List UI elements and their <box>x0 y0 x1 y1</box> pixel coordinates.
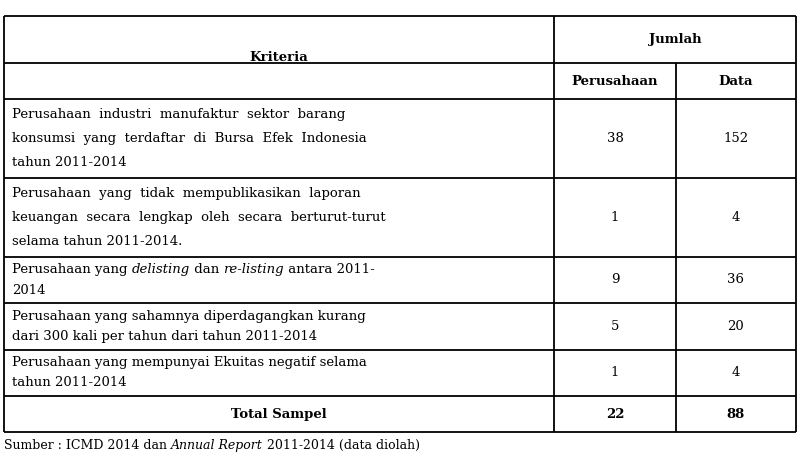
Text: 4: 4 <box>732 366 740 379</box>
Text: Perusahaan  yang  tidak  mempublikasikan  laporan: Perusahaan yang tidak mempublikasikan la… <box>12 187 361 200</box>
Text: Perusahaan yang mempunyai Ekuitas negatif selama: Perusahaan yang mempunyai Ekuitas negati… <box>12 356 367 369</box>
Text: Total Sampel: Total Sampel <box>231 408 327 421</box>
Text: 38: 38 <box>606 132 623 145</box>
Text: 22: 22 <box>606 408 624 421</box>
Text: dan: dan <box>190 263 223 276</box>
Text: 152: 152 <box>723 132 748 145</box>
Text: Jumlah: Jumlah <box>649 33 702 46</box>
Text: Kriteria: Kriteria <box>250 51 309 64</box>
Text: 88: 88 <box>726 408 745 421</box>
Text: tahun 2011-2014: tahun 2011-2014 <box>12 156 126 169</box>
Text: antara 2011-: antara 2011- <box>284 263 375 276</box>
Text: delisting: delisting <box>132 263 190 276</box>
Text: Annual Report: Annual Report <box>171 439 262 452</box>
Text: Data: Data <box>718 75 753 87</box>
Text: tahun 2011-2014: tahun 2011-2014 <box>12 376 126 390</box>
Text: 1: 1 <box>611 366 619 379</box>
Text: keuangan  secara  lengkap  oleh  secara  berturut-turut: keuangan secara lengkap oleh secara bert… <box>12 211 386 224</box>
Text: 5: 5 <box>611 320 619 333</box>
Text: Perusahaan  industri  manufaktur  sektor  barang: Perusahaan industri manufaktur sektor ba… <box>12 108 346 121</box>
Text: Sumber : ICMD 2014 dan: Sumber : ICMD 2014 dan <box>4 439 171 452</box>
Text: 4: 4 <box>732 211 740 224</box>
Text: konsumsi  yang  terdaftar  di  Bursa  Efek  Indonesia: konsumsi yang terdaftar di Bursa Efek In… <box>12 132 366 145</box>
Text: 2014: 2014 <box>12 283 46 297</box>
Text: Perusahaan yang sahamnya diperdagangkan kurang: Perusahaan yang sahamnya diperdagangkan … <box>12 310 366 323</box>
Text: 1: 1 <box>611 211 619 224</box>
Text: 2011-2014 (data diolah): 2011-2014 (data diolah) <box>262 439 420 452</box>
Text: re-listing: re-listing <box>223 263 284 276</box>
Text: 20: 20 <box>727 320 744 333</box>
Text: Perusahaan yang: Perusahaan yang <box>12 263 132 276</box>
Text: dari 300 kali per tahun dari tahun 2011-2014: dari 300 kali per tahun dari tahun 2011-… <box>12 330 317 343</box>
Text: Perusahaan: Perusahaan <box>572 75 658 87</box>
Text: 9: 9 <box>610 274 619 286</box>
Text: 36: 36 <box>727 274 744 286</box>
Text: selama tahun 2011-2014.: selama tahun 2011-2014. <box>12 235 182 248</box>
